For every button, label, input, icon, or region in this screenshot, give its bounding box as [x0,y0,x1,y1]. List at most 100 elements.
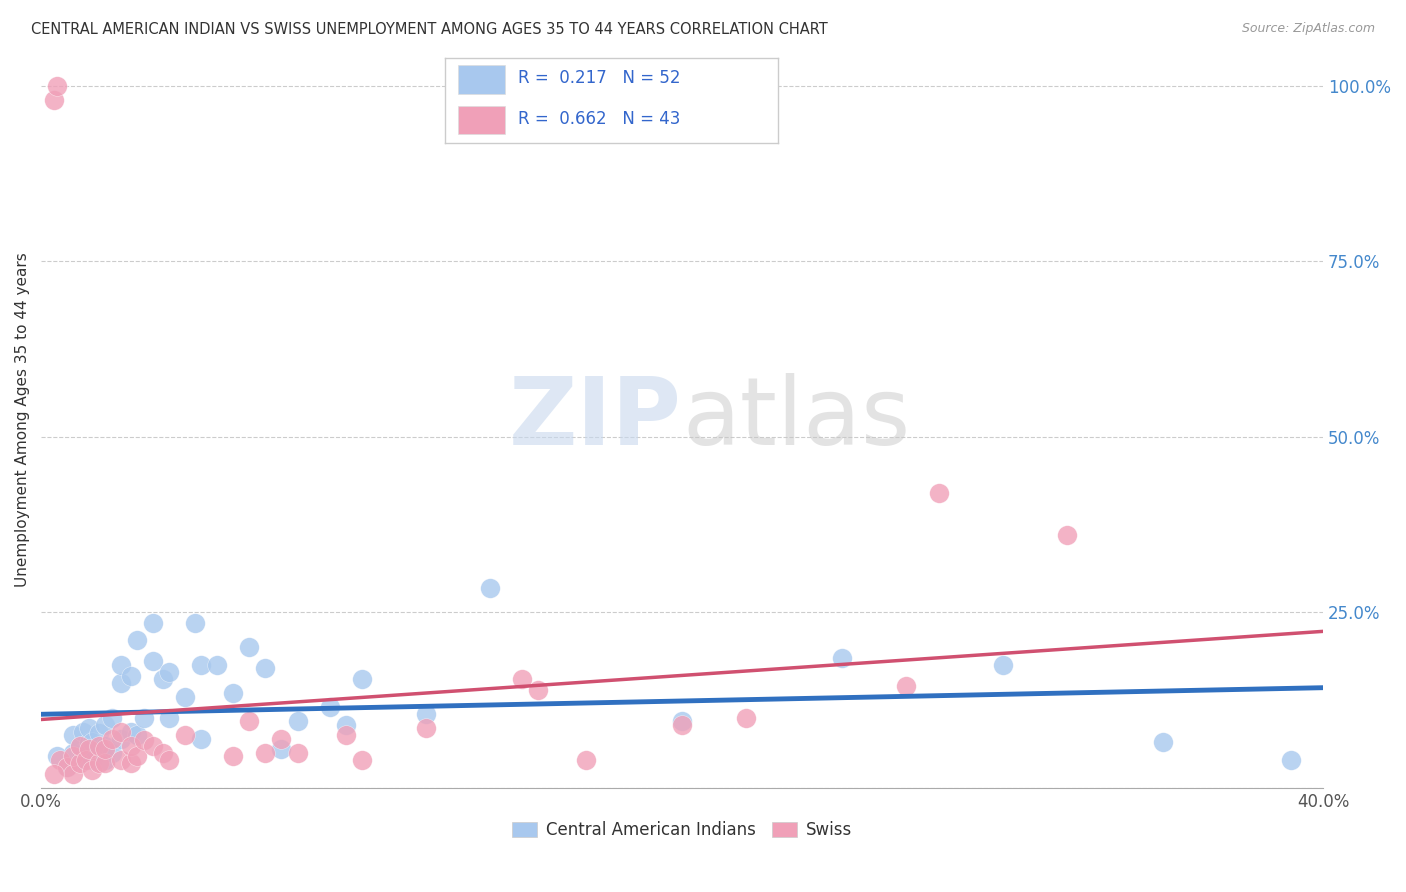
Point [152,672,174,686]
Point [77,721,100,735]
Point [671,714,693,728]
Point [62,749,84,764]
Point [174,728,197,742]
Point [100,711,122,725]
Text: ZIP: ZIP [509,373,682,466]
Point [207,657,229,672]
Point [62,746,84,760]
Point [152,746,174,760]
Point [42,766,65,780]
Point [77,742,100,756]
Y-axis label: Unemployment Among Ages 35 to 44 years: Unemployment Among Ages 35 to 44 years [15,252,30,587]
Point [127,749,149,764]
Point [184,615,207,630]
Point [671,717,693,731]
Point [415,707,437,722]
Point [831,651,853,665]
Point [350,753,373,767]
Point [100,746,122,760]
Point [287,746,309,760]
Point [350,672,373,686]
Legend: Central American Indians, Swiss: Central American Indians, Swiss [506,814,859,846]
Point [82,764,104,778]
Point [287,714,309,728]
Point [42,93,65,107]
Point [127,633,149,648]
Point [527,682,550,697]
Point [991,657,1014,672]
Point [120,739,142,753]
Point [335,717,357,731]
Point [142,655,165,669]
Text: CENTRAL AMERICAN INDIAN VS SWISS UNEMPLOYMENT AMONG AGES 35 TO 44 YEARS CORRELAT: CENTRAL AMERICAN INDIAN VS SWISS UNEMPLO… [31,22,828,37]
Point [82,753,104,767]
Point [46,749,69,764]
Point [157,711,180,725]
Point [735,711,758,725]
Point [69,756,91,771]
Point [110,724,132,739]
Point [87,726,110,740]
Point [142,615,165,630]
Point [127,728,149,742]
Point [132,711,155,725]
Point [69,739,91,753]
Point [87,742,110,756]
Point [94,756,117,771]
Point [49,753,72,767]
Point [120,668,142,682]
Point [1056,528,1078,542]
Point [69,739,91,753]
Point [72,724,94,739]
Point [55,760,77,774]
Point [318,700,340,714]
Point [1279,753,1302,767]
Point [157,753,180,767]
Point [69,753,91,767]
Text: atlas: atlas [682,373,910,466]
Point [62,766,84,780]
Point [100,731,122,746]
Point [132,733,155,747]
Point [238,714,260,728]
Point [335,728,357,742]
Point [87,756,110,771]
Point [190,657,212,672]
Point [62,728,84,742]
Point [254,746,277,760]
Text: Source: ZipAtlas.com: Source: ZipAtlas.com [1241,22,1375,36]
Point [928,486,950,500]
Point [77,735,100,749]
Point [415,721,437,735]
Point [55,760,77,774]
Point [190,731,212,746]
Point [94,753,117,767]
Point [82,735,104,749]
Point [157,665,180,679]
Point [110,675,132,690]
Point [75,753,97,767]
Point [77,746,100,760]
Point [222,749,245,764]
Point [110,731,132,746]
Point [238,640,260,655]
Point [87,739,110,753]
Point [1152,735,1174,749]
Point [478,581,501,595]
Point [120,724,142,739]
Point [270,742,292,756]
Point [222,686,245,700]
Point [110,657,132,672]
Point [94,742,117,756]
Point [510,672,533,686]
Point [142,739,165,753]
Point [94,717,117,731]
Point [575,753,598,767]
Point [174,690,197,704]
Point [896,679,918,693]
Point [120,756,142,771]
Point [254,661,277,675]
Point [94,739,117,753]
Point [110,753,132,767]
Point [46,78,69,93]
